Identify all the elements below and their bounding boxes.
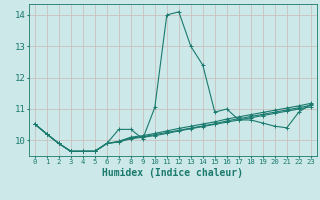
X-axis label: Humidex (Indice chaleur): Humidex (Indice chaleur): [102, 168, 243, 178]
